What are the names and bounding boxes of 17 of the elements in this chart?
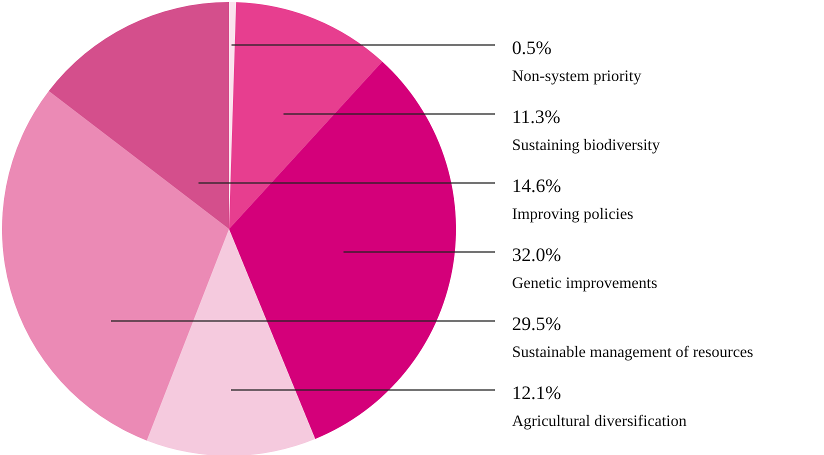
slice-label: Genetic improvements [512, 275, 658, 292]
pie-slice [2, 91, 229, 441]
data-label: 12.1% [512, 383, 562, 404]
data-label: 14.6% [512, 176, 562, 197]
data-label: 11.3% [512, 107, 561, 128]
pie-slice [229, 62, 456, 439]
slice-label: Sustaining biodiversity [512, 137, 660, 154]
pie-slice [229, 2, 382, 229]
data-label: 29.5% [512, 314, 562, 335]
pie-slice [146, 229, 316, 455]
slice-label: Agricultural diversification [512, 413, 687, 430]
data-label: 32.0% [512, 245, 562, 266]
slice-label: Non-system priority [512, 68, 642, 85]
slice-label: Improving policies [512, 206, 634, 223]
data-label: 0.5% [512, 38, 552, 59]
slice-label: Sustainable management of resources [512, 344, 754, 361]
pie-slice [48, 2, 229, 229]
